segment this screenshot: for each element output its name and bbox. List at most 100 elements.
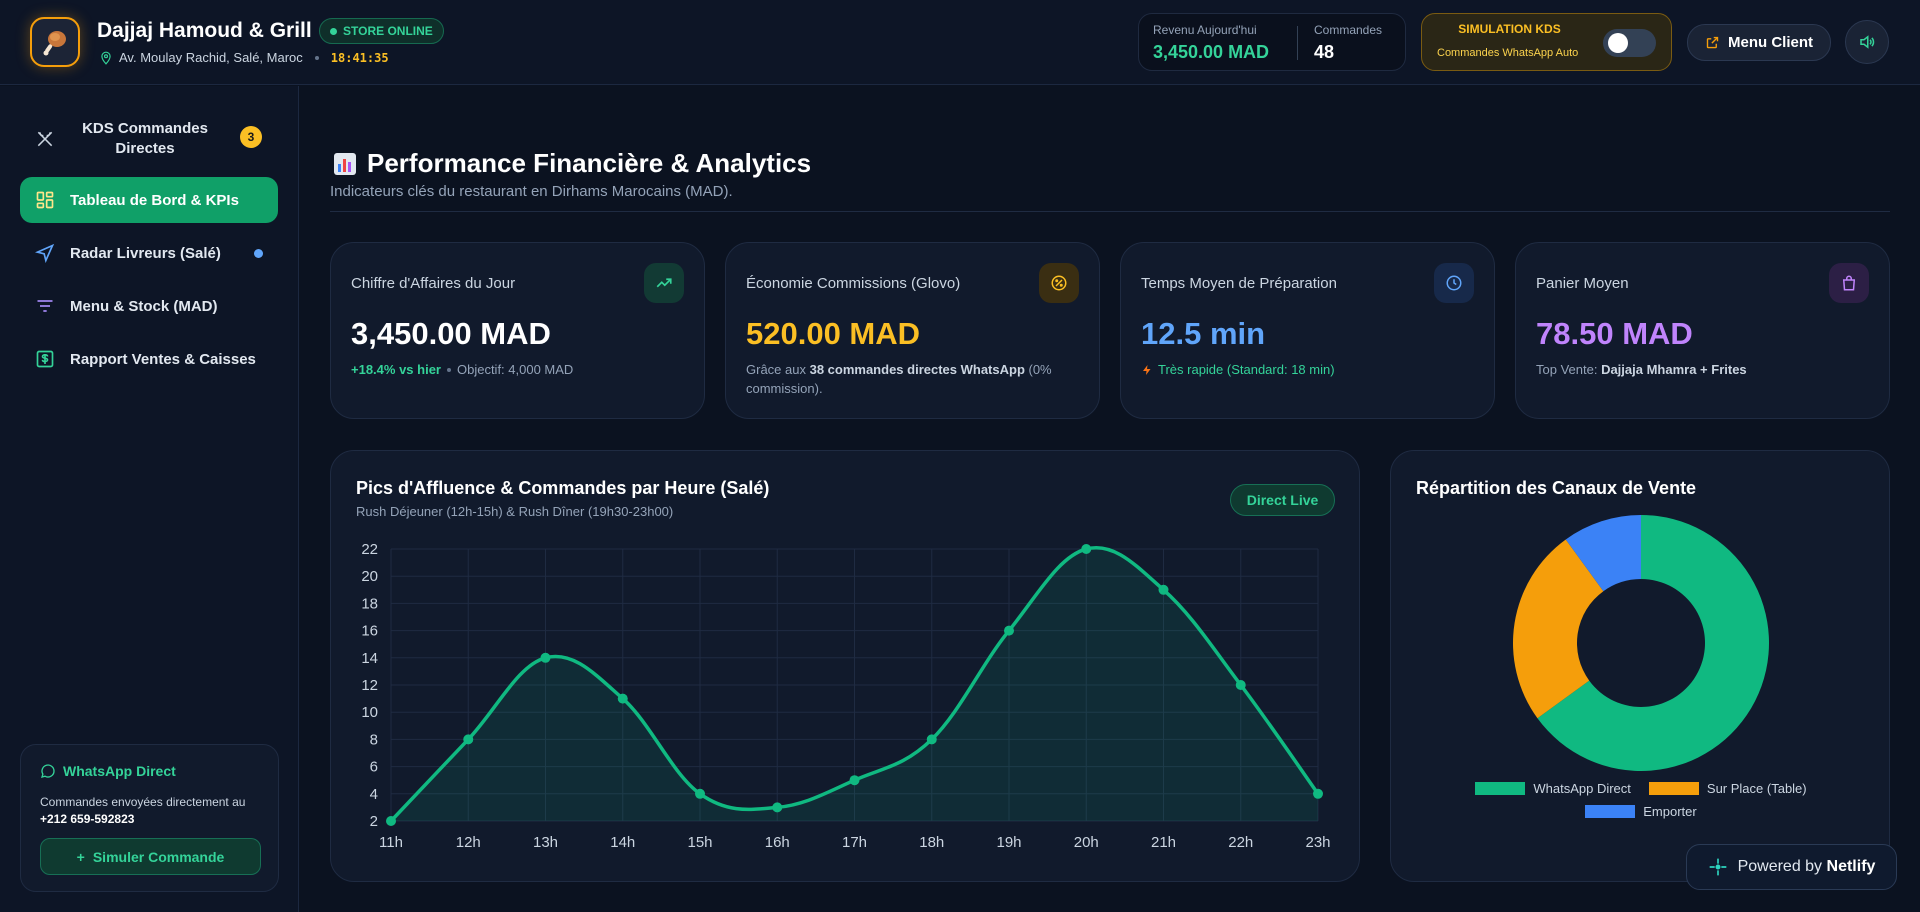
x-tick-label: 17h — [842, 834, 867, 851]
kpi-value: 78.50 MAD — [1536, 316, 1693, 351]
toggle-knob — [1608, 33, 1628, 53]
sound-toggle-button[interactable] — [1845, 20, 1889, 64]
donut-slice[interactable] — [1513, 539, 1604, 719]
kpi-sub-text: Très rapide (Standard: 18 min) — [1158, 362, 1335, 377]
bar-chart-icon — [334, 152, 356, 175]
data-point[interactable] — [772, 802, 783, 813]
restaurant-logo — [30, 17, 80, 67]
kpi-title: Économie Commissions (Glovo) — [746, 275, 961, 292]
legend-item-emporter[interactable]: Emporter — [1585, 804, 1697, 819]
whatsapp-title: WhatsApp Direct — [63, 763, 176, 779]
simulation-subtitle: Commandes WhatsApp Auto — [1437, 47, 1579, 59]
separator-dot — [314, 55, 319, 60]
kpi-sub: Grâce aux 38 commandes directes WhatsApp… — [746, 360, 1086, 398]
status-dot — [330, 27, 337, 35]
whatsapp-description: Commandes envoyées directement au +212 6… — [40, 794, 270, 828]
simulation-toggle[interactable] — [1603, 29, 1656, 57]
legend-item-sur-place[interactable]: Sur Place (Table) — [1648, 781, 1807, 796]
chart-title: Pics d'Affluence & Commandes par Heure (… — [356, 478, 770, 498]
x-tick-label: 22h — [1228, 834, 1253, 851]
kpi-title: Panier Moyen — [1536, 275, 1629, 292]
x-tick-label: 11h — [379, 834, 403, 851]
kpi-sub-text: Top Vente: — [1536, 362, 1602, 377]
revenue-summary: Revenu Aujourd'hui 3,450.00 MAD Commande… — [1138, 13, 1406, 71]
sidebar-item-reports[interactable]: Rapport Ventes & Caisses — [20, 336, 278, 382]
revenue-value: 3,450.00 MAD — [1153, 42, 1270, 62]
data-point[interactable] — [617, 693, 628, 704]
hourly-orders-chart: 2 4 6 8 10 12 14 16 18 20 22 11h 12h 13h 14h 15h 16h 17h 1… — [361, 541, 1330, 851]
netlify-badge[interactable]: Powered by Netlify — [1686, 844, 1897, 890]
kpi-sub-bold: 38 commandes directes WhatsApp — [809, 362, 1025, 377]
donut-slice[interactable] — [1565, 515, 1641, 592]
y-tick-label: 2 — [370, 813, 378, 830]
donut-legend: WhatsApp Direct Sur Place (Table) Emport… — [1391, 781, 1891, 827]
title-divider — [330, 211, 1890, 212]
sidebar-item-menu-stock[interactable]: Menu & Stock (MAD) — [20, 283, 278, 329]
separator-dot — [446, 367, 451, 372]
x-tick-label: 21h — [1151, 834, 1176, 851]
legend-row: WhatsApp Direct Sur Place (Table) — [1391, 781, 1891, 796]
kpi-sub-text: Grâce aux — [746, 362, 810, 377]
percent-icon — [1039, 263, 1079, 303]
data-point[interactable] — [1158, 584, 1169, 595]
hourly-orders-chart-card: 2 4 6 8 10 12 14 16 18 20 22 11h 12h 13h 14h 15h 16h 17h 1… — [330, 450, 1360, 882]
data-point[interactable] — [1235, 680, 1246, 690]
x-tick-label: 15h — [687, 834, 712, 851]
simulation-panel: SIMULATION KDS Commandes WhatsApp Auto — [1421, 13, 1672, 71]
whatsapp-title-row: WhatsApp Direct — [40, 763, 176, 779]
store-status-badge: STORE ONLINE — [319, 18, 444, 44]
kpi-sub: Top Vente: Dajjaja Mhamra + Frites — [1536, 360, 1876, 379]
kpi-sub-text: (0% commission). — [746, 362, 1052, 396]
legend-label: WhatsApp Direct — [1533, 781, 1631, 796]
y-tick-label: 8 — [370, 731, 378, 748]
y-tick-label: 14 — [361, 650, 378, 667]
simulate-order-button[interactable]: + Simuler Commande — [40, 838, 261, 875]
dashboard-icon — [34, 189, 56, 211]
kpi-card-basket: Panier Moyen 78.50 MAD Top Vente: Dajjaj… — [1515, 242, 1890, 419]
data-point[interactable] — [386, 816, 396, 826]
page-title: Performance Financière & Analytics — [367, 148, 812, 178]
x-tick-label: 18h — [919, 834, 944, 851]
y-tick-label: 6 — [370, 759, 378, 776]
data-point[interactable] — [695, 788, 705, 799]
legend-item-whatsapp[interactable]: WhatsApp Direct — [1475, 781, 1631, 796]
sidebar-item-radar[interactable]: Radar Livreurs (Salé) — [20, 230, 278, 276]
kpi-value: 3,450.00 MAD — [351, 316, 551, 351]
clock-icon — [1434, 263, 1474, 303]
legend-row: Emporter — [1391, 804, 1891, 819]
store-status-label: STORE ONLINE — [343, 24, 433, 38]
y-tick-label: 12 — [361, 677, 378, 694]
sidebar-item-kds[interactable]: KDS Commandes Directes 3 — [20, 113, 278, 165]
kds-count-badge: 3 — [240, 126, 262, 148]
donut-slice[interactable] — [1537, 515, 1769, 771]
kpi-sub: Très rapide (Standard: 18 min) — [1141, 360, 1481, 379]
whatsapp-phone: +212 659-592823 — [40, 812, 135, 826]
shopping-bag-icon — [1829, 263, 1869, 303]
data-point[interactable] — [849, 775, 860, 786]
external-link-icon — [1706, 36, 1719, 49]
top-header: Dajjaj Hamoud & Grill STORE ONLINE Av. M… — [0, 0, 1920, 85]
sidebar-item-dashboard[interactable]: Tableau de Bord & KPIs — [20, 177, 278, 223]
divider — [1297, 26, 1298, 60]
data-point[interactable] — [540, 652, 551, 663]
menu-client-button[interactable]: Menu Client — [1687, 24, 1831, 61]
sidebar: KDS Commandes Directes 3 Tableau de Bord… — [0, 86, 299, 912]
volume-icon — [1860, 35, 1875, 49]
data-point[interactable] — [463, 734, 474, 745]
sidebar-item-label: KDS Commandes Directes — [82, 120, 208, 157]
orders-value: 48 — [1314, 42, 1335, 62]
area-fill — [391, 547, 1318, 821]
notification-dot — [254, 249, 263, 258]
kpi-objective: Objectif: 4,000 MAD — [456, 362, 574, 377]
data-point[interactable] — [1004, 625, 1014, 636]
x-tick-label: 20h — [1074, 834, 1099, 851]
chart-grid — [390, 548, 1319, 822]
kpi-sub-bold: Dajjaja Mhamra + Frites — [1601, 362, 1747, 377]
data-point[interactable] — [1313, 788, 1323, 799]
legend-swatch — [1648, 782, 1699, 795]
orders-label: Commandes — [1314, 23, 1383, 37]
legend-swatch — [1475, 782, 1526, 795]
data-point[interactable] — [1081, 544, 1092, 554]
data-point[interactable] — [926, 734, 937, 745]
whatsapp-desc-text: Commandes envoyées directement au — [40, 795, 246, 809]
